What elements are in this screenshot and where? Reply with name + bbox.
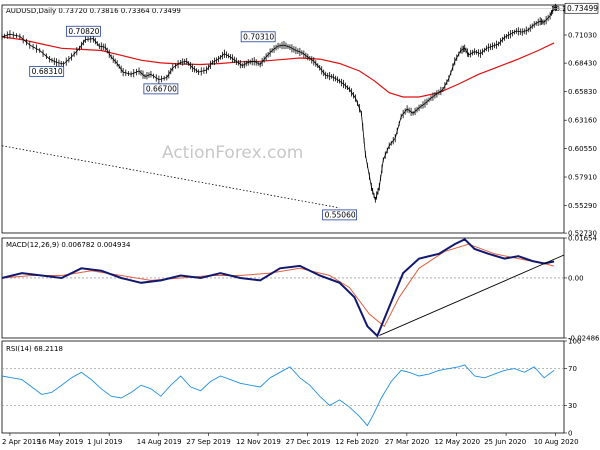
current-price-marker: 0.73499 [2, 2, 599, 14]
price-axis-ticks: 0.71030 0.68430 0.65830 0.63160 0.60550 0.579… [564, 31, 597, 238]
rsi-panel: RSI(14) 68.2118 100 70 30 0 [1, 338, 581, 438]
price-panel: AUDUSD,Daily 0.73720 0.73816 0.73364 0.7… [1, 2, 599, 238]
macd-tick-label: 0.00 [568, 274, 584, 282]
price-annotation-box [29, 66, 65, 77]
rsi-header: RSI(14) 68.2118 [6, 345, 63, 353]
price-annotation-label: 0.68310 [32, 67, 63, 76]
price-close-series [1, 3, 559, 203]
macd-trendline [379, 254, 565, 336]
price-tick-label: 0.71030 [568, 31, 597, 39]
macd-tick-label: -0.02486 [568, 335, 600, 343]
macd-tick-label: 0.01654 [568, 235, 597, 243]
rsi-levels [2, 368, 564, 406]
price-tick-label: 0.55290 [568, 202, 597, 210]
price-annotation-label: 0.70820 [68, 27, 99, 36]
macd-series [1, 238, 555, 338]
x-tick-label: 27 Sep 2019 [186, 438, 230, 446]
macd-support-trendline [379, 254, 565, 336]
current-price-label: 0.73499 [567, 4, 598, 13]
x-tick-label: 14 Aug 2019 [137, 438, 182, 446]
current-price-box [564, 2, 599, 14]
macd-panel-frame [1, 237, 565, 339]
macd-main-line [1, 238, 555, 338]
rsi-line [1, 364, 555, 427]
rsi-tick-label: 100 [568, 338, 581, 346]
price-tick-label: 0.63160 [568, 117, 597, 125]
price-annotation-label: 0.66700 [146, 84, 177, 93]
rsi-tick-label: 0 [568, 430, 572, 438]
price-annotation-box [322, 209, 357, 221]
macd-axis-ticks: 0.01654 0.00 -0.02486 [564, 235, 600, 343]
x-tick-label: 2 Apr 2019 [2, 438, 41, 446]
price-annotation-label: 0.55060 [325, 210, 356, 219]
price-annotation-box [143, 83, 179, 95]
x-tick-label: 1 Jul 2019 [87, 438, 122, 446]
rsi-tick-label: 30 [568, 402, 577, 410]
price-header: AUDUSD,Daily 0.73720 0.73816 0.73364 0.7… [6, 7, 181, 15]
x-tick-label: 16 May 2019 [38, 438, 84, 446]
price-annotations: 0.70820 0.68310 0.66700 0.70310 0.55060 [29, 25, 357, 221]
x-tick-label: 27 Mar 2020 [385, 438, 429, 446]
price-panel-frame [1, 4, 565, 234]
x-tick-label: 25 Jun 2020 [484, 438, 526, 446]
watermark: ActionForex.com [162, 143, 303, 163]
top-scale-label: 38.2 [551, 5, 567, 13]
price-tick-label: 0.60550 [568, 145, 597, 153]
rsi-tick-label: 70 [568, 365, 577, 373]
moving-average-line [1, 36, 555, 98]
rsi-series [1, 364, 555, 427]
price-tick-label: 0.57910 [568, 174, 597, 182]
macd-header: MACD(12,26,9) 0.006782 0.004934 [6, 241, 131, 249]
price-dotted-trendline [1, 145, 340, 209]
rsi-panel-frame [1, 340, 565, 434]
x-tick-label: 27 Dec 2019 [286, 438, 331, 446]
price-annotation-label: 0.70310 [243, 32, 274, 41]
x-tick-label: 10 Aug 2020 [534, 438, 579, 446]
price-annotation-box [66, 25, 101, 37]
price-annotation-box [240, 31, 276, 43]
x-tick-label: 12 Feb 2020 [335, 438, 379, 446]
price-tick-label: 0.52730 [568, 230, 597, 238]
macd-panel: MACD(12,26,9) 0.006782 0.004934 0.016540… [1, 235, 600, 343]
price-close-line [1, 6, 559, 202]
x-tick-label: 12 Nov 2019 [236, 438, 281, 446]
x-tick-label: 12 May 2020 [434, 438, 480, 446]
rsi-axis-ticks: 100 70 30 0 [564, 338, 581, 438]
price-tick-label: 0.65830 [568, 88, 597, 96]
price-tick-label: 0.68430 [568, 60, 597, 68]
price-trendline [1, 145, 340, 209]
price-ma-series [1, 36, 555, 98]
